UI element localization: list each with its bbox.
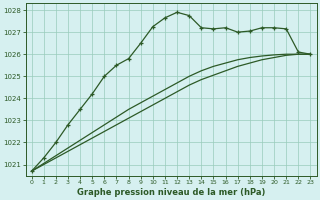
X-axis label: Graphe pression niveau de la mer (hPa): Graphe pression niveau de la mer (hPa) — [77, 188, 265, 197]
